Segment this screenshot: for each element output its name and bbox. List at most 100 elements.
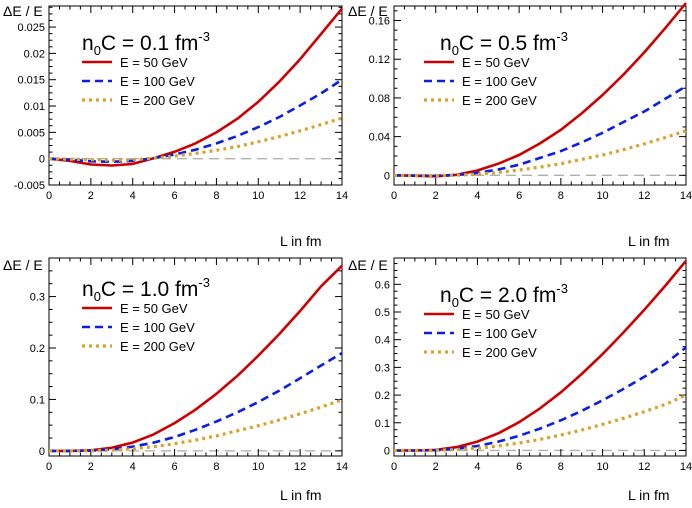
title-prefix: n: [440, 284, 452, 307]
x-tick-label: 12: [638, 461, 650, 473]
x-tick-label: 0: [391, 461, 397, 473]
legend-label-1: E = 50 GeV: [462, 307, 530, 322]
title-superscript: -3: [198, 275, 210, 290]
x-tick-label: 0: [46, 190, 52, 202]
chart-panel-1: 0 2 4 6 8 10 12 14-0.00500.0050.010.0150.020.02…: [3, 3, 348, 249]
series-line-1: [49, 264, 343, 453]
x-tick-label: 14: [680, 190, 692, 202]
title-main: C = 2.0 fm: [459, 284, 556, 307]
y-tick-label: 0.02: [24, 48, 45, 60]
x-tick-label: 4: [474, 190, 480, 202]
y-tick-label: 0.16: [369, 16, 390, 28]
x-tick-label: 10: [596, 190, 608, 202]
legend-label-1: E = 50 GeV: [120, 301, 188, 316]
x-tick-label: 12: [294, 190, 306, 202]
title-superscript: -3: [556, 29, 568, 44]
x-tick-label: 10: [252, 461, 264, 473]
x-tick-label: 14: [336, 461, 348, 473]
series-line-2: [394, 346, 687, 452]
title-prefix: n: [440, 32, 452, 55]
series-line-1: [394, 259, 688, 452]
y-tick-label: 0.1: [30, 394, 45, 406]
x-tick-label: 8: [213, 190, 219, 202]
x-tick-label: 2: [88, 190, 94, 202]
panel-title: n0C = 0.1 fm-3: [82, 29, 210, 58]
title-subscript: 0: [94, 289, 101, 304]
x-tick-label: 6: [516, 461, 522, 473]
title-main: C = 0.1 fm: [101, 32, 198, 55]
x-axis-label: L in fm: [280, 487, 322, 503]
title-subscript: 0: [452, 295, 459, 310]
y-tick-label: 0.5: [375, 307, 390, 319]
y-tick-label: 0: [39, 446, 45, 458]
legend-label-2: E = 100 GeV: [462, 74, 537, 89]
chart-panel-4: 0 2 4 6 8 10 12 14 0 0.1 0.2 0.3 0.4 0.5 0.6 ΔE / E L in…: [348, 257, 692, 503]
x-axis-label: L in fm: [280, 233, 322, 249]
x-tick-label: 2: [433, 190, 439, 202]
y-tick-label: 0.04: [369, 132, 390, 144]
x-tick-label: 2: [88, 461, 94, 473]
x-tick-label: 6: [516, 190, 522, 202]
series-line-1: [48, 7, 344, 167]
x-tick-label: 10: [252, 190, 264, 202]
y-tick-label: 0.6: [375, 279, 390, 291]
x-tick-label: 4: [130, 461, 136, 473]
legend-label-3: E = 200 GeV: [462, 93, 537, 108]
x-tick-label: 0: [46, 461, 52, 473]
title-superscript: -3: [556, 281, 568, 296]
legend-label-1: E = 50 GeV: [120, 55, 188, 70]
y-tick-label: 0: [384, 170, 390, 182]
legend-label-1: E = 50 GeV: [462, 55, 530, 70]
y-tick-label: 0.005: [17, 127, 45, 139]
y-axis-label: ΔE / E: [3, 3, 43, 19]
x-tick-label: 12: [294, 461, 306, 473]
x-tick-label: 6: [172, 461, 178, 473]
x-tick-label: 8: [558, 461, 564, 473]
y-tick-label: 0.015: [17, 75, 45, 87]
x-tick-label: 10: [596, 461, 608, 473]
y-tick-label: 0.12: [369, 54, 390, 66]
y-tick-label: 0.3: [30, 292, 45, 304]
title-subscript: 0: [94, 43, 101, 58]
panel-title: n0C = 2.0 fm-3: [440, 281, 568, 310]
panel-title: n0C = 1.0 fm-3: [82, 275, 210, 304]
y-tick-label: 0.1: [375, 418, 390, 430]
y-tick-label: 0.025: [17, 22, 45, 34]
y-tick-label: 0.2: [375, 390, 390, 402]
legend-label-2: E = 100 GeV: [462, 326, 537, 341]
x-tick-label: 0: [391, 190, 397, 202]
series-line-3: [49, 398, 343, 453]
x-axis-label: L in fm: [628, 233, 670, 249]
y-axis-label: ΔE / E: [348, 257, 388, 273]
y-tick-label: 0.01: [24, 101, 45, 113]
x-tick-label: 12: [638, 190, 650, 202]
series-line-2: [393, 85, 687, 178]
legend-label-2: E = 100 GeV: [120, 320, 195, 335]
x-tick-label: 8: [558, 190, 564, 202]
legend-label-3: E = 200 GeV: [120, 339, 195, 354]
x-axis-label: L in fm: [628, 487, 670, 503]
y-axis-label: ΔE / E: [348, 3, 388, 19]
series-line-1: [393, 2, 688, 178]
series-line-2: [48, 78, 343, 164]
y-axis-label: ΔE / E: [3, 257, 43, 273]
y-tick-label: 0.4: [375, 335, 390, 347]
legend-label-3: E = 200 GeV: [462, 345, 537, 360]
title-prefix: n: [82, 278, 94, 301]
x-tick-label: 2: [433, 461, 439, 473]
x-tick-label: 4: [130, 190, 136, 202]
title-subscript: 0: [452, 43, 459, 58]
legend-label-3: E = 200 GeV: [120, 93, 195, 108]
y-tick-label: -0.005: [14, 180, 45, 192]
y-tick-label: 0: [39, 154, 45, 166]
x-tick-label: 8: [213, 461, 219, 473]
panel-title: n0C = 0.5 fm-3: [440, 29, 568, 58]
x-tick-label: 14: [680, 461, 692, 473]
title-main: C = 0.5 fm: [459, 32, 556, 55]
x-tick-label: 4: [474, 461, 480, 473]
series-line-2: [49, 351, 343, 453]
series-line-3: [394, 393, 687, 453]
